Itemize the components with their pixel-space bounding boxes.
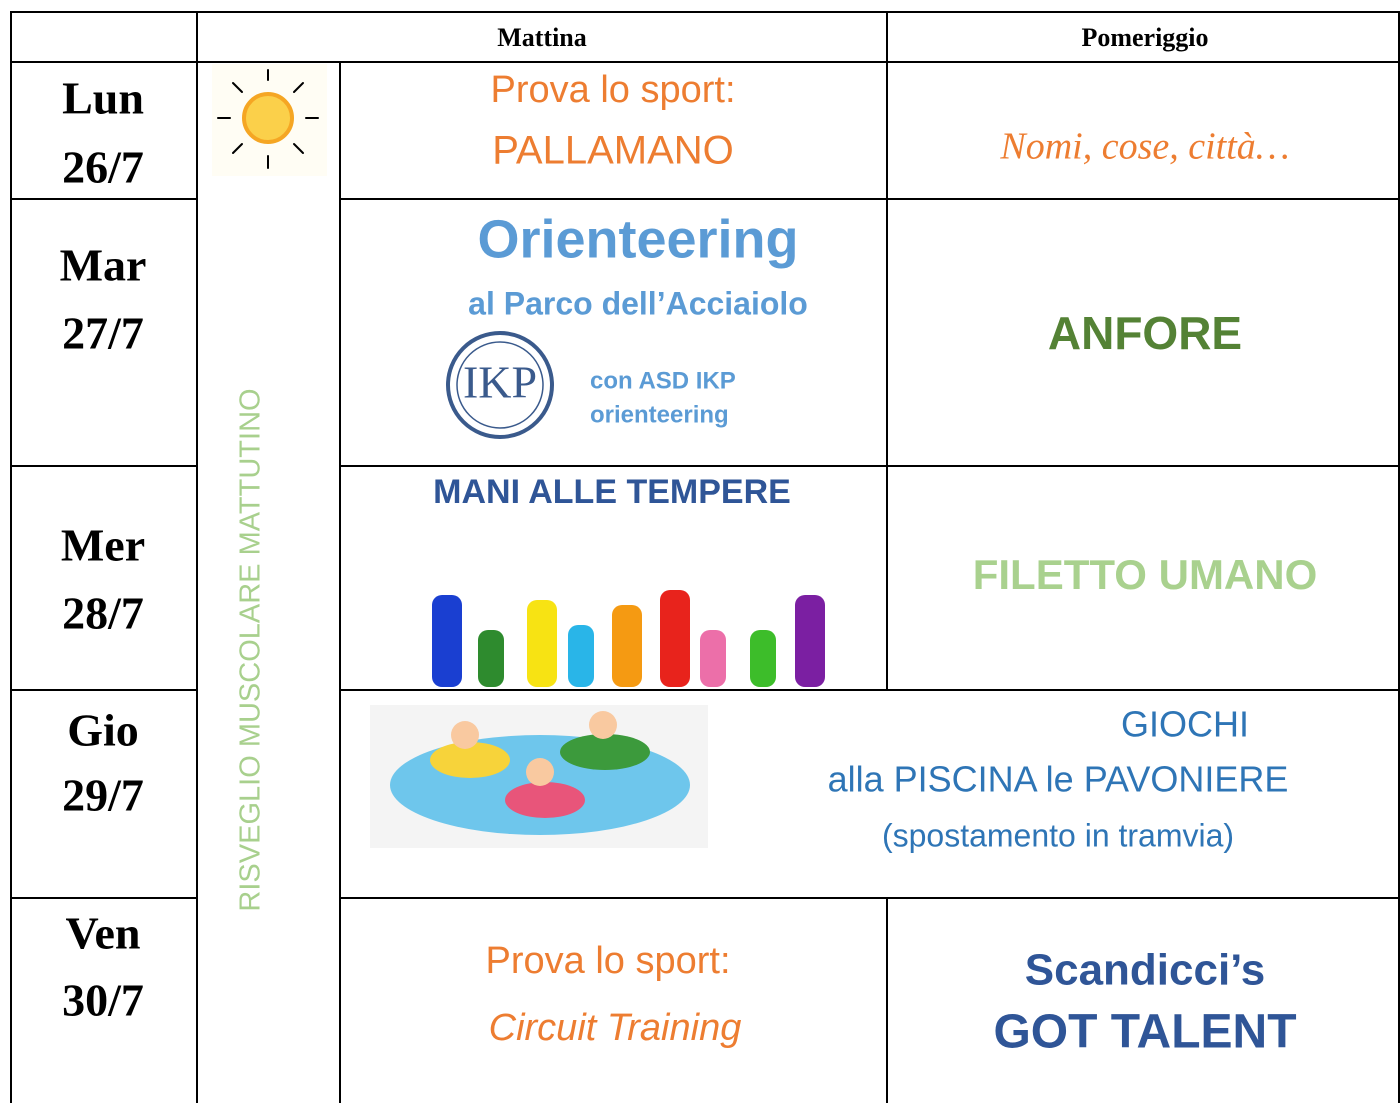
header-morning: Mattina — [497, 23, 587, 52]
activity: PALLAMANO — [492, 129, 734, 173]
ikp-logo: IKP — [446, 331, 554, 439]
table-lines — [10, 11, 1400, 1103]
logo-text: IKP — [463, 357, 537, 408]
activity: Scandicci’s — [1025, 946, 1266, 995]
activity: orienteering — [590, 401, 729, 428]
activity: MANI ALLE TEMPERE — [433, 473, 791, 511]
day: Gio — [67, 705, 139, 756]
day: Ven — [66, 908, 141, 959]
activity: ANFORE — [1048, 307, 1242, 359]
activity-title: Orienteering — [477, 209, 798, 269]
pool-image — [370, 705, 708, 848]
activity: Prova lo sport: — [486, 940, 731, 982]
day: Mar — [60, 240, 147, 291]
sun-icon — [212, 64, 327, 176]
day: Lun — [62, 73, 144, 124]
date: 27/7 — [62, 308, 144, 359]
header-afternoon: Pomeriggio — [1081, 23, 1208, 52]
activity: Prova lo sport: — [491, 69, 736, 111]
date: 29/7 — [62, 770, 144, 821]
date: 28/7 — [62, 588, 144, 639]
activity: al Parco dell’Acciaiolo — [468, 285, 808, 321]
date: 30/7 — [62, 975, 144, 1026]
activity: con ASD IKP — [590, 367, 736, 394]
hands-image — [432, 590, 825, 687]
activity: Nomi, cose, città… — [999, 126, 1289, 168]
day: Mer — [61, 520, 145, 571]
side-label: RISVEGLIO MUSCOLARE MATTUTINO — [235, 388, 267, 911]
activity: GOT TALENT — [993, 1006, 1296, 1059]
activity: alla PISCINA le PAVONIERE — [828, 759, 1289, 800]
activity: GIOCHI — [1121, 704, 1249, 745]
date: 26/7 — [62, 142, 144, 193]
activity: (spostamento in tramvia) — [882, 817, 1234, 853]
activity: FILETTO UMANO — [973, 551, 1318, 598]
activity: Circuit Training — [489, 1007, 742, 1049]
